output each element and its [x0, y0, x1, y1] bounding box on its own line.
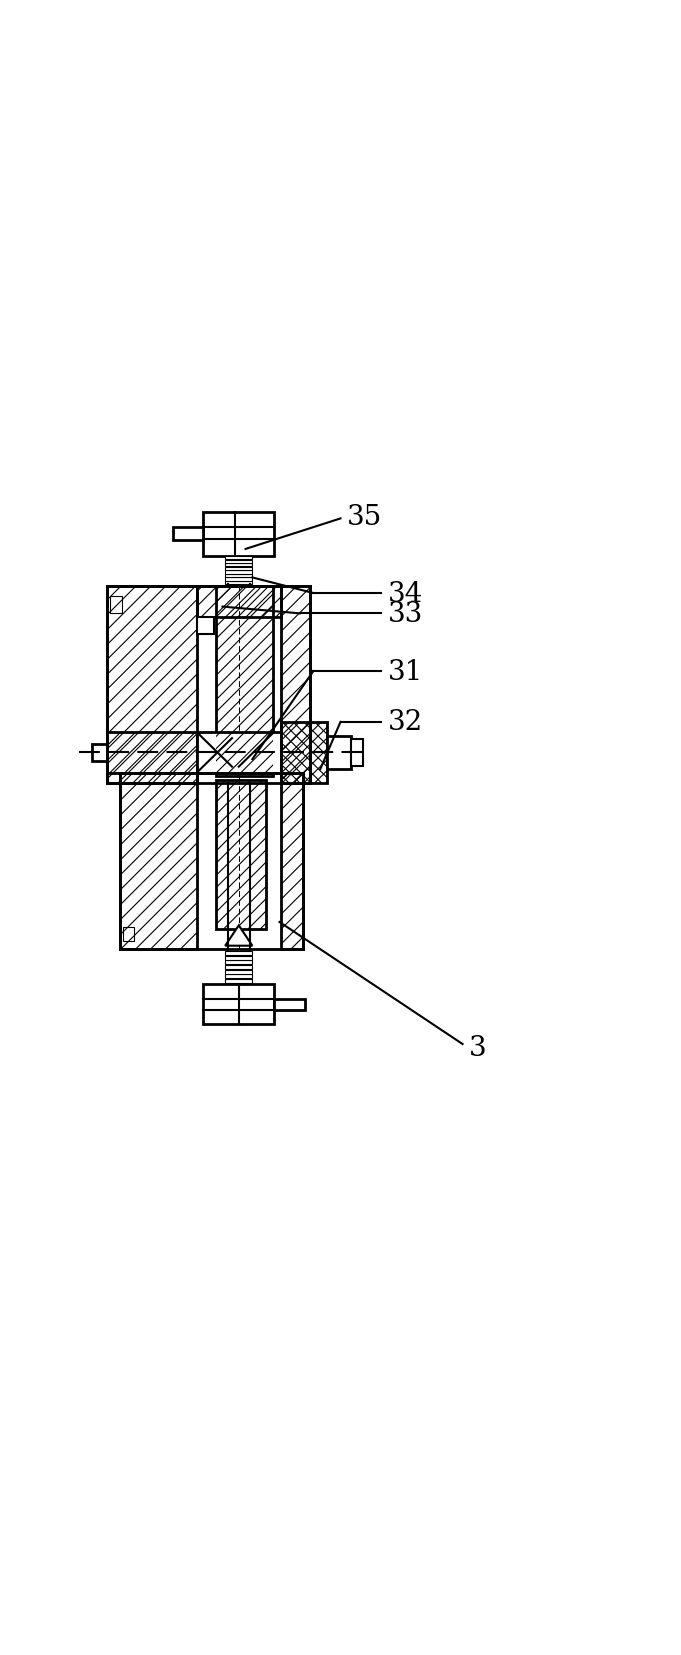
Bar — [225, 970, 253, 975]
Bar — [225, 556, 253, 559]
Bar — [225, 960, 253, 965]
Bar — [203, 513, 274, 556]
Bar — [197, 617, 214, 634]
Bar — [225, 564, 253, 568]
Bar — [173, 528, 203, 541]
Bar — [225, 571, 253, 574]
Bar — [110, 597, 122, 614]
Bar — [123, 928, 133, 942]
Bar — [225, 581, 253, 584]
Bar — [225, 965, 253, 970]
Bar — [91, 745, 106, 761]
Polygon shape — [225, 925, 253, 947]
Text: 35: 35 — [347, 503, 383, 531]
Bar — [327, 736, 351, 770]
Text: 34: 34 — [388, 581, 423, 607]
Bar — [225, 952, 253, 955]
Bar — [225, 578, 253, 581]
Bar — [197, 733, 281, 773]
Bar — [203, 985, 274, 1024]
Bar — [225, 574, 253, 578]
Text: 33: 33 — [388, 601, 423, 627]
Bar — [225, 568, 253, 571]
Bar — [274, 1000, 305, 1010]
Text: 32: 32 — [388, 708, 423, 736]
Bar — [225, 957, 253, 960]
Bar — [225, 980, 253, 983]
Text: 31: 31 — [388, 659, 424, 685]
Bar — [225, 975, 253, 978]
Bar — [225, 561, 253, 563]
Bar — [351, 740, 363, 766]
Text: 3: 3 — [469, 1034, 487, 1061]
